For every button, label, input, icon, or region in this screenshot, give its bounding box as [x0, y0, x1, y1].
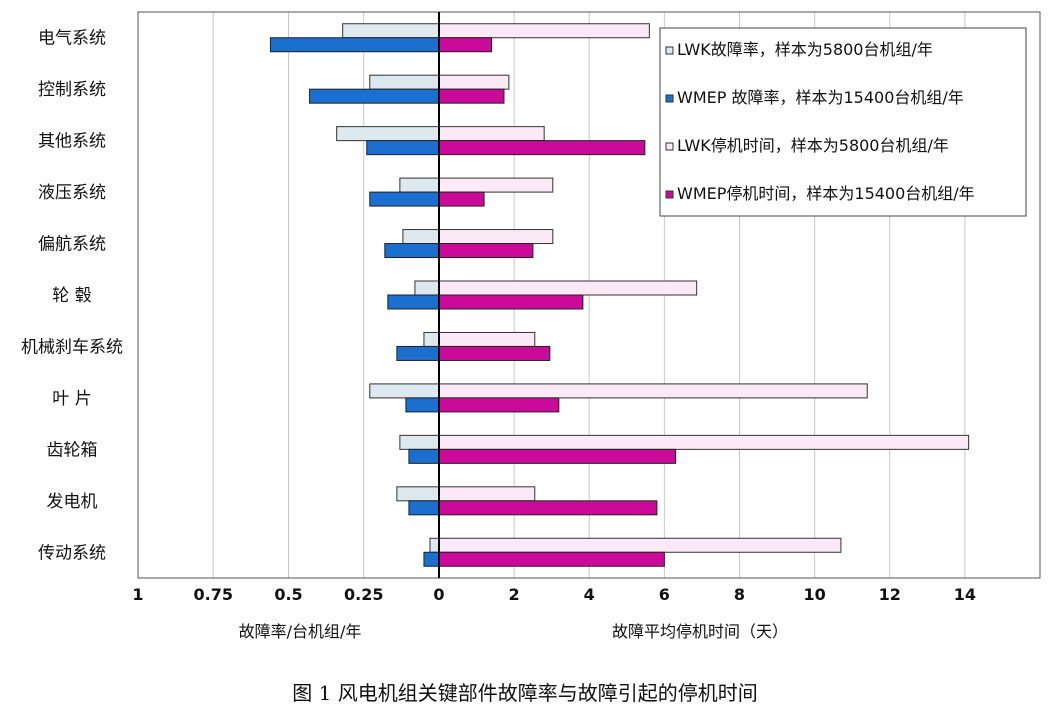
legend-label: WMEP 故障率，样本为15400台机组/年 — [677, 88, 964, 107]
legend-swatch — [665, 142, 674, 151]
bar-wmep-failure-rate — [408, 448, 440, 464]
bar-wmep-failure-rate — [269, 37, 440, 53]
bar-wmep-downtime — [438, 140, 646, 156]
bar-lwk-failure-rate — [336, 126, 440, 142]
legend-label: LWK停机时间，样本为5800台机组/年 — [677, 136, 949, 155]
bar-wmep-failure-rate — [408, 500, 440, 516]
x-tick-label: 2 — [509, 585, 520, 604]
bar-wmep-downtime — [438, 191, 485, 207]
bar-wmep-failure-rate — [366, 140, 440, 156]
category-label: 控制系统 — [38, 80, 106, 100]
x-tick-label: 14 — [954, 585, 976, 604]
category-label: 电气系统 — [38, 29, 106, 49]
legend-label: LWK故障率，样本为5800台机组/年 — [677, 40, 933, 59]
bar-lwk-downtime — [438, 229, 554, 245]
bar-lwk-failure-rate — [402, 229, 440, 245]
category-label: 轮 毂 — [52, 286, 91, 306]
bar-lwk-failure-rate — [342, 23, 440, 39]
category-label: 其他系统 — [38, 132, 106, 152]
bar-lwk-failure-rate — [399, 434, 440, 450]
figure-caption: 图 1 风电机组关键部件故障率与故障引起的停机时间 — [292, 681, 757, 705]
category-label: 机械刹车系统 — [21, 337, 123, 357]
bar-wmep-downtime — [438, 88, 505, 104]
x-tick-label: 1 — [132, 585, 143, 604]
category-label: 齿轮箱 — [47, 440, 98, 460]
x-tick-label: 0.5 — [274, 585, 302, 604]
left-axis-title: 故障率/台机组/年 — [239, 622, 362, 641]
x-tick-label: 0 — [433, 585, 444, 604]
category-label: 叶 片 — [52, 389, 91, 409]
bar-wmep-downtime — [438, 243, 534, 259]
bar-wmep-downtime — [438, 551, 665, 567]
bar-wmep-failure-rate — [405, 397, 440, 413]
bar-lwk-failure-rate — [399, 177, 440, 193]
x-tick-label: 4 — [584, 585, 595, 604]
category-label: 偏航系统 — [38, 235, 106, 255]
bar-wmep-failure-rate — [396, 345, 440, 361]
x-tick-label: 8 — [734, 585, 745, 604]
category-label: 传动系统 — [38, 543, 106, 563]
bar-wmep-failure-rate — [387, 294, 440, 310]
bar-lwk-failure-rate — [414, 280, 440, 296]
bar-lwk-downtime — [438, 331, 536, 347]
x-tick-label: 12 — [879, 585, 901, 604]
bar-wmep-failure-rate — [369, 191, 440, 207]
right-axis-title: 故障平均停机时间（天） — [612, 622, 788, 641]
bar-lwk-downtime — [438, 434, 970, 450]
bar-wmep-downtime — [438, 397, 560, 413]
bar-wmep-failure-rate — [384, 243, 440, 259]
category-label: 发电机 — [47, 492, 98, 512]
bar-lwk-downtime — [438, 74, 510, 90]
bar-wmep-downtime — [438, 345, 551, 361]
bar-lwk-downtime — [438, 486, 536, 502]
legend-label: WMEP停机时间，样本为15400台机组/年 — [677, 184, 975, 203]
legend-swatch — [665, 46, 674, 55]
bar-lwk-failure-rate — [423, 331, 440, 347]
bar-wmep-downtime — [438, 448, 677, 464]
bar-lwk-failure-rate — [396, 486, 440, 502]
legend-box — [659, 27, 1027, 217]
bar-lwk-downtime — [438, 537, 842, 553]
x-tick-label: 0.75 — [194, 585, 233, 604]
bar-wmep-failure-rate — [423, 551, 440, 567]
bar-wmep-downtime — [438, 294, 584, 310]
x-tick-label: 10 — [803, 585, 825, 604]
bar-lwk-failure-rate — [369, 383, 440, 399]
category-label: 液压系统 — [38, 183, 106, 203]
bar-lwk-downtime — [438, 177, 554, 193]
legend-swatch — [665, 190, 674, 199]
bar-lwk-failure-rate — [429, 537, 440, 553]
bar-lwk-downtime — [438, 126, 545, 142]
x-tick-label: 0.25 — [344, 585, 383, 604]
bar-wmep-failure-rate — [309, 88, 440, 104]
bar-lwk-downtime — [438, 280, 698, 296]
bar-wmep-downtime — [438, 500, 658, 516]
bar-lwk-failure-rate — [369, 74, 440, 90]
x-tick-label: 6 — [659, 585, 670, 604]
legend-swatch — [665, 94, 674, 103]
plot-frame — [137, 11, 1041, 579]
bar-wmep-downtime — [438, 37, 493, 53]
bar-lwk-downtime — [438, 383, 868, 399]
bar-lwk-downtime — [438, 23, 650, 39]
